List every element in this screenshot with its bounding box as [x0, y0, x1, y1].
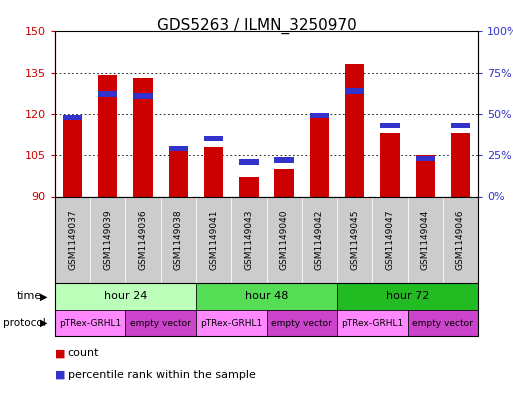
Text: empty vector: empty vector	[130, 319, 191, 327]
Bar	[380, 123, 400, 128]
Bar	[133, 93, 153, 99]
Bar	[451, 123, 470, 128]
Bar	[310, 117, 329, 196]
Text: ▶: ▶	[40, 318, 47, 328]
Text: hour 48: hour 48	[245, 291, 288, 301]
Bar	[169, 150, 188, 196]
Text: GSM1149040: GSM1149040	[280, 209, 289, 270]
Text: GDS5263 / ILMN_3250970: GDS5263 / ILMN_3250970	[156, 18, 357, 34]
Bar	[274, 158, 294, 163]
Text: GSM1149046: GSM1149046	[456, 209, 465, 270]
Text: empty vector: empty vector	[271, 319, 332, 327]
Bar	[239, 159, 259, 165]
Text: pTRex-GRHL1: pTRex-GRHL1	[59, 319, 121, 327]
Bar	[310, 113, 329, 118]
Text: GSM1149042: GSM1149042	[315, 209, 324, 270]
Text: time: time	[16, 291, 42, 301]
Bar	[204, 147, 223, 196]
Text: GSM1149045: GSM1149045	[350, 209, 359, 270]
Text: GSM1149044: GSM1149044	[421, 209, 430, 270]
Bar	[416, 156, 435, 161]
Bar	[133, 78, 153, 196]
Bar	[416, 155, 435, 196]
Bar	[98, 75, 117, 196]
Text: ▶: ▶	[40, 291, 47, 301]
Text: GSM1149037: GSM1149037	[68, 209, 77, 270]
Text: pTRex-GRHL1: pTRex-GRHL1	[341, 319, 403, 327]
Text: empty vector: empty vector	[412, 319, 473, 327]
Text: GSM1149036: GSM1149036	[139, 209, 148, 270]
Bar	[345, 88, 364, 94]
Text: hour 72: hour 72	[386, 291, 429, 301]
Bar	[63, 114, 82, 120]
Text: ■: ■	[55, 370, 65, 380]
Text: count: count	[68, 348, 99, 358]
Text: pTRex-GRHL1: pTRex-GRHL1	[200, 319, 262, 327]
Bar	[451, 133, 470, 196]
Bar	[274, 169, 294, 196]
Text: hour 24: hour 24	[104, 291, 147, 301]
Bar	[345, 64, 364, 196]
Bar	[63, 117, 82, 196]
Text: GSM1149047: GSM1149047	[385, 209, 394, 270]
Bar	[98, 92, 117, 97]
Bar	[380, 133, 400, 196]
Text: GSM1149041: GSM1149041	[209, 209, 218, 270]
Text: GSM1149043: GSM1149043	[244, 209, 253, 270]
Text: protocol: protocol	[3, 318, 46, 328]
Bar	[169, 146, 188, 151]
Bar	[204, 136, 223, 141]
Text: GSM1149039: GSM1149039	[103, 209, 112, 270]
Text: percentile rank within the sample: percentile rank within the sample	[68, 370, 255, 380]
Text: GSM1149038: GSM1149038	[174, 209, 183, 270]
Text: ■: ■	[55, 348, 65, 358]
Bar	[239, 177, 259, 196]
